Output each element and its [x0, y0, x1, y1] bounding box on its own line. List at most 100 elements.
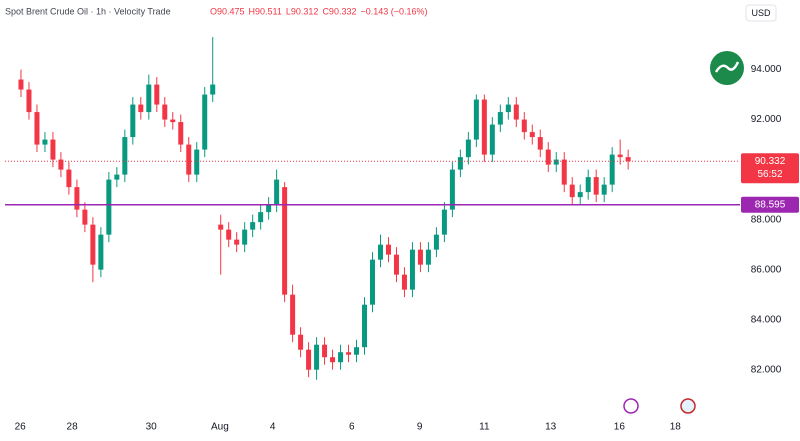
candle-body	[393, 254, 399, 275]
candle-body	[537, 137, 543, 150]
candle-body	[513, 104, 519, 120]
candle-body	[441, 209, 447, 235]
candle-body	[186, 144, 192, 175]
y-tick-label: 82.000	[751, 364, 782, 375]
candle-body	[42, 139, 48, 145]
candle-body	[298, 334, 304, 350]
candle-body	[362, 304, 368, 348]
candle-body	[34, 112, 40, 145]
candle-body	[481, 99, 487, 155]
candle-body	[593, 177, 599, 195]
candle-body	[266, 204, 272, 213]
candle-body	[90, 224, 96, 265]
candle-body	[521, 119, 527, 133]
y-tick-label: 88.000	[751, 214, 782, 225]
candle-body	[106, 179, 112, 235]
event-icon[interactable]	[623, 398, 639, 414]
candle-body	[74, 187, 80, 210]
candle-body	[457, 157, 463, 170]
candle-body	[162, 104, 168, 120]
x-tick-label: 6	[349, 422, 355, 433]
candle-body	[194, 149, 200, 175]
candle-body	[609, 154, 615, 185]
candle-body	[50, 139, 56, 160]
candle-body	[401, 274, 407, 290]
overlay: 88.595 90.332 56:52	[5, 153, 799, 213]
candle-body	[561, 159, 567, 185]
candle-body	[569, 184, 575, 198]
candle-body	[146, 84, 152, 113]
candle-body	[98, 234, 104, 270]
candle-body	[354, 347, 360, 355]
ohlc-value: H90.511	[249, 6, 282, 16]
hline-label-box	[741, 196, 799, 213]
countdown: 56:52	[757, 169, 782, 180]
x-tick-label: 11	[479, 422, 490, 433]
currency-box[interactable]	[745, 4, 777, 22]
candle-body	[617, 154, 623, 158]
candle-body	[274, 179, 280, 205]
plot-area: 82.00084.00086.00088.00090.00092.00094.0…	[15, 37, 782, 433]
candle-body	[58, 159, 64, 170]
candle-body	[26, 89, 32, 113]
x-tick-label: 9	[417, 422, 423, 433]
candle-body	[18, 79, 24, 90]
ohlc-value: C90.332	[322, 6, 356, 16]
candle-body	[306, 349, 312, 370]
candle-body	[449, 169, 455, 210]
candle-body	[250, 222, 256, 230]
y-tick-label: 84.000	[751, 314, 782, 325]
candle-body	[553, 159, 559, 165]
candle-body	[178, 122, 184, 145]
candle-body	[202, 94, 208, 150]
x-tick-label: 28	[67, 422, 79, 433]
candle-body	[370, 259, 375, 305]
ohlc-value: L90.312	[286, 6, 319, 16]
candle-body	[417, 249, 423, 265]
currency[interactable]: USD	[751, 8, 771, 18]
candle-body	[505, 104, 511, 113]
logo-mark	[714, 61, 740, 73]
candle-body	[234, 239, 240, 245]
candle-body	[82, 209, 88, 225]
candle-body	[258, 212, 264, 223]
candle-body	[66, 169, 72, 188]
last-price-label: 90.332	[755, 156, 786, 167]
x-tick-label: 30	[146, 422, 158, 433]
candle-body	[377, 244, 383, 260]
candle-body	[282, 187, 288, 295]
candle-body	[242, 229, 248, 245]
hline-label: 88.595	[755, 199, 786, 210]
candle-body	[545, 149, 551, 165]
candle-body	[130, 104, 136, 138]
x-tick-label: 18	[670, 422, 682, 433]
last-price-box	[741, 153, 799, 184]
candle-body	[338, 352, 344, 363]
candle-body	[409, 249, 415, 290]
ohlc-value: −0.143 (−0.16%)	[360, 6, 427, 16]
x-tick-label: 26	[15, 422, 27, 433]
candle-body	[290, 294, 296, 335]
candle-body	[314, 344, 320, 370]
candle-body	[114, 174, 120, 180]
x-tick-label: 4	[270, 422, 276, 433]
candle-body	[322, 344, 328, 358]
candle-body	[433, 234, 439, 250]
candle-body	[122, 137, 128, 175]
x-tick-label: Aug	[211, 422, 229, 433]
y-tick-label: 86.000	[751, 264, 782, 275]
ohlc-value: O90.475	[210, 6, 245, 16]
candle-body	[425, 249, 431, 265]
candle-body	[465, 139, 471, 158]
candle-body	[585, 177, 591, 193]
candle-body	[601, 184, 607, 195]
candle-body	[210, 84, 216, 95]
candle-body	[529, 132, 535, 138]
x-tick-label: 16	[614, 422, 626, 433]
candle-body	[138, 104, 144, 113]
candle-body	[385, 244, 391, 255]
flag-icon[interactable]	[680, 398, 696, 414]
candle-body	[218, 224, 224, 230]
